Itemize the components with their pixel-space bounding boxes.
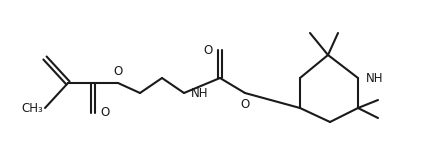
Text: O: O xyxy=(241,98,250,111)
Text: O: O xyxy=(113,65,123,78)
Text: NH: NH xyxy=(191,86,208,99)
Text: CH₃: CH₃ xyxy=(21,101,43,115)
Text: NH: NH xyxy=(366,72,383,84)
Text: O: O xyxy=(100,107,109,120)
Text: O: O xyxy=(204,43,213,56)
